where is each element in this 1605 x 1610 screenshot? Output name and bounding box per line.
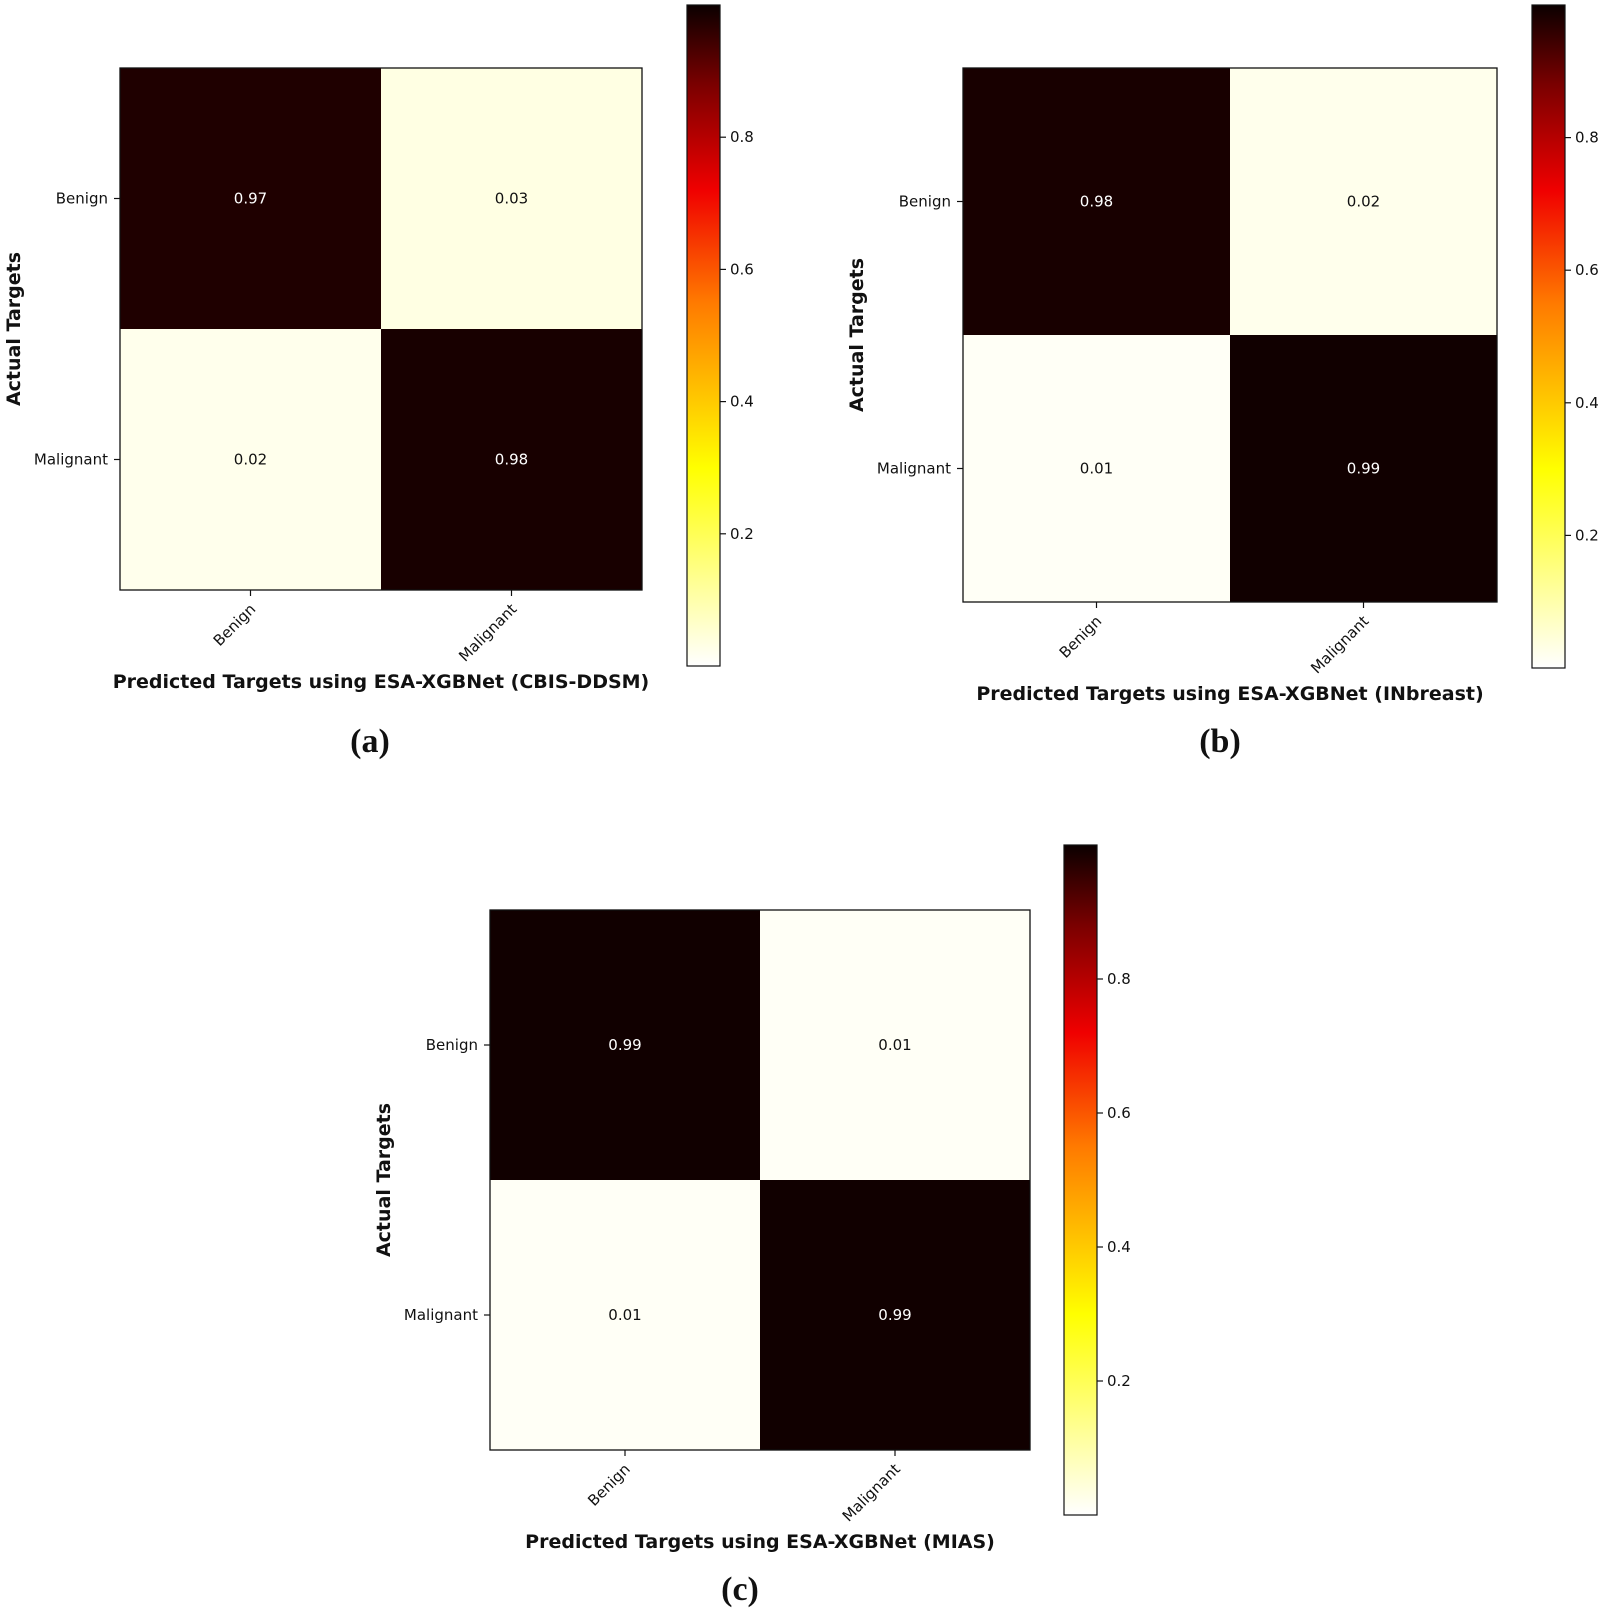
heatmap-cell xyxy=(490,1180,760,1450)
colorbar-tick-label: 0.8 xyxy=(730,128,754,146)
colorbar-tick-label: 0.4 xyxy=(1107,1238,1131,1256)
cell-value-label: 0.99 xyxy=(1347,460,1380,478)
confusion-matrix-panel: 0.97 0.03 0.02 0.98 Benign Malignant Benign Mal… xyxy=(3,4,754,760)
x-tick-label: Malignant xyxy=(455,600,520,665)
x-axis-title: Predicted Targets using ESA-XGBNet (CBIS… xyxy=(113,671,650,693)
heatmap-cell xyxy=(1230,68,1497,335)
panel-label: (c) xyxy=(721,1571,759,1608)
heatmap-cell xyxy=(760,1180,1030,1450)
cell-value-label: 0.01 xyxy=(878,1036,911,1054)
plot-frame xyxy=(119,67,643,591)
x-tick-label: Malignant xyxy=(1307,612,1372,677)
colorbar-tick-label: 0.2 xyxy=(1575,526,1599,544)
confusion-matrix-panel: 0.98 0.02 0.01 0.99 Benign Malignant Benign Mal… xyxy=(846,4,1599,760)
heatmap-cell xyxy=(963,68,1230,335)
colorbar-tick-label: 0.2 xyxy=(730,525,754,543)
y-tick-label: Malignant xyxy=(877,460,951,478)
plot-frame xyxy=(962,67,1498,603)
x-tick-label: Benign xyxy=(1056,612,1106,662)
cell-value-label: 0.97 xyxy=(234,190,267,208)
panel-label: (a) xyxy=(350,723,390,760)
heatmap-cell xyxy=(381,329,642,590)
y-axis-title: Actual Targets xyxy=(846,258,868,412)
cell-value-label: 0.03 xyxy=(495,190,528,208)
cell-value-label: 0.99 xyxy=(878,1306,911,1324)
colorbar xyxy=(1063,844,1098,1516)
y-tick-label: Benign xyxy=(426,1036,478,1054)
colorbar-tick-label: 0.4 xyxy=(1575,394,1599,412)
heatmap-cell xyxy=(490,910,760,1180)
colorbar-tick-label: 0.6 xyxy=(1575,261,1599,279)
plot-frame xyxy=(489,909,1031,1451)
y-axis-title: Actual Targets xyxy=(373,1103,395,1257)
cell-value-label: 0.02 xyxy=(234,451,267,469)
cell-value-label: 0.02 xyxy=(1347,193,1380,211)
colorbar-tick-label: 0.8 xyxy=(1107,970,1131,988)
colorbar-tick-label: 0.2 xyxy=(1107,1372,1131,1390)
y-axis-title: Actual Targets xyxy=(3,252,25,406)
cell-value-label: 0.98 xyxy=(495,451,528,469)
cell-value-label: 0.99 xyxy=(608,1036,641,1054)
heatmap-cell xyxy=(381,68,642,329)
colorbar-tick-label: 0.4 xyxy=(730,393,754,411)
x-axis-title: Predicted Targets using ESA-XGBNet (MIAS… xyxy=(525,1531,995,1553)
heatmap-cell xyxy=(1230,335,1497,602)
heatmap-cell xyxy=(120,329,381,590)
heatmap-cell xyxy=(120,68,381,329)
confusion-matrix-panel: 0.99 0.01 0.01 0.99 Benign Malignant Benign Mal… xyxy=(373,844,1131,1608)
y-tick-label: Malignant xyxy=(404,1306,478,1324)
cell-value-label: 0.01 xyxy=(1080,460,1113,478)
panel-label: (b) xyxy=(1199,723,1241,760)
y-tick-label: Malignant xyxy=(34,451,108,469)
y-tick-label: Benign xyxy=(56,190,108,208)
colorbar-tick-label: 0.8 xyxy=(1575,129,1599,147)
x-tick-label: Benign xyxy=(210,600,260,650)
y-tick-label: Benign xyxy=(899,193,951,211)
colorbar xyxy=(1531,4,1566,669)
heatmap-cell xyxy=(963,335,1230,602)
heatmap-cell xyxy=(760,910,1030,1180)
x-tick-label: Benign xyxy=(584,1460,634,1510)
cell-value-label: 0.98 xyxy=(1080,193,1113,211)
x-tick-label: Malignant xyxy=(839,1460,904,1525)
colorbar-tick-label: 0.6 xyxy=(1107,1104,1131,1122)
x-axis-title: Predicted Targets using ESA-XGBNet (INbr… xyxy=(976,683,1483,705)
colorbar xyxy=(686,4,721,667)
colorbar-tick-label: 0.6 xyxy=(730,260,754,278)
cell-value-label: 0.01 xyxy=(608,1306,641,1324)
